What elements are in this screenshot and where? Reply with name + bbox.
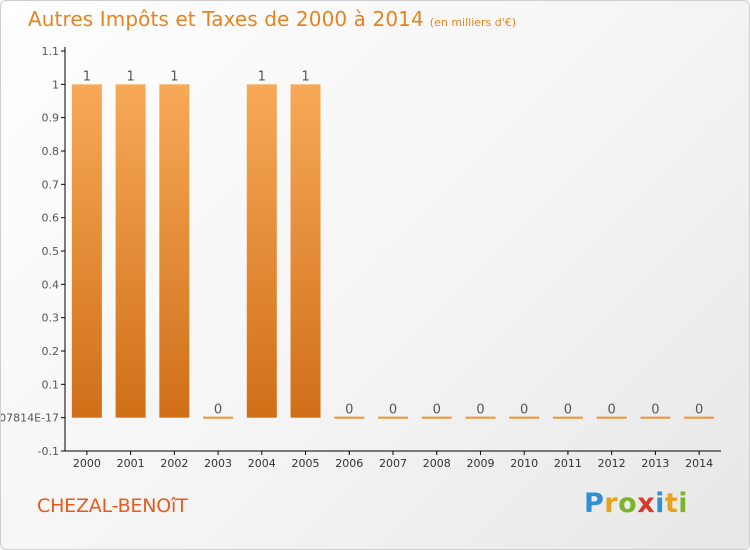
data-label: 1 (301, 69, 309, 84)
y-tick-label: 1 (52, 78, 59, 91)
chart-title-block: Autres Impôts et Taxes de 2000 à 2014 (en… (28, 7, 516, 31)
logo-letter: i (655, 488, 665, 519)
y-tick-label: 0.9 (42, 112, 60, 125)
data-label: 1 (170, 69, 178, 84)
y-tick-label: 0.2 (42, 345, 60, 358)
x-tick-label: 2008 (423, 457, 451, 470)
y-tick-label: 0.8 (42, 145, 60, 158)
y-tick-label: -0.1 (38, 445, 59, 458)
x-tick-label: 2004 (248, 457, 276, 470)
x-tick-label: 2009 (466, 457, 494, 470)
x-tick-label: 2001 (117, 457, 145, 470)
data-label: 0 (345, 403, 353, 418)
bar (115, 84, 146, 418)
bar (378, 416, 408, 419)
data-label: 0 (476, 403, 484, 418)
logo-letter: r (604, 488, 619, 519)
y-tick-label: 0.6 (42, 212, 60, 225)
bar (552, 416, 583, 419)
x-tick-label: 2000 (73, 457, 101, 470)
y-tick-label: 0.1 (42, 378, 60, 391)
bar (203, 416, 234, 419)
x-tick-label: 2013 (641, 457, 669, 470)
x-tick-label: 2014 (685, 457, 713, 470)
data-label: 1 (83, 69, 91, 84)
x-tick-label: 2003 (204, 457, 232, 470)
data-label: 1 (126, 69, 134, 84)
data-label: 0 (608, 403, 616, 418)
x-tick-label: 2011 (554, 457, 582, 470)
data-label: 1 (258, 69, 266, 84)
y-tick-label: 0.5 (42, 245, 60, 258)
data-label: 0 (214, 403, 222, 418)
bar (334, 416, 365, 419)
y-tick-label: 0.7 (42, 178, 60, 191)
x-tick-label: 2007 (379, 457, 407, 470)
bar (290, 84, 321, 418)
data-label: 0 (695, 403, 703, 418)
data-label: 0 (520, 403, 528, 418)
logo-letter: P (584, 488, 605, 519)
bar (509, 416, 540, 419)
bar (596, 416, 627, 419)
data-label: 0 (564, 403, 572, 418)
bar (246, 84, 277, 418)
logo-letter: i (678, 488, 689, 519)
data-label: 0 (389, 403, 397, 418)
chart-title: Autres Impôts et Taxes de 2000 à 2014 (28, 7, 424, 31)
data-label: 0 (651, 403, 659, 418)
x-tick-label: 2006 (335, 457, 363, 470)
x-tick-label: 2005 (292, 457, 320, 470)
bar (159, 84, 190, 418)
x-tick-label: 2002 (160, 457, 188, 470)
y-tick-label: 1.3877787807814E-17 (1, 412, 59, 425)
unit-note: (en milliers d'€) (429, 16, 517, 29)
x-tick-label: 2010 (510, 457, 538, 470)
logo-letter: o (618, 488, 638, 519)
x-tick-label: 2012 (598, 457, 626, 470)
commune-name: CHEZAL-BENOîT (37, 495, 188, 517)
bar (71, 84, 102, 418)
y-tick-label: 0.4 (42, 278, 60, 291)
bar (465, 416, 496, 419)
logo-letter: t (664, 488, 679, 519)
bar (684, 416, 715, 419)
bar (421, 416, 452, 419)
data-label: 0 (433, 403, 441, 418)
y-tick-label: 1.1 (42, 45, 60, 58)
logo-letter: x (637, 488, 656, 519)
proxiti-logo[interactable]: Proxiti (584, 488, 688, 519)
y-tick-label: 0.3 (42, 312, 60, 325)
bar (640, 416, 671, 419)
